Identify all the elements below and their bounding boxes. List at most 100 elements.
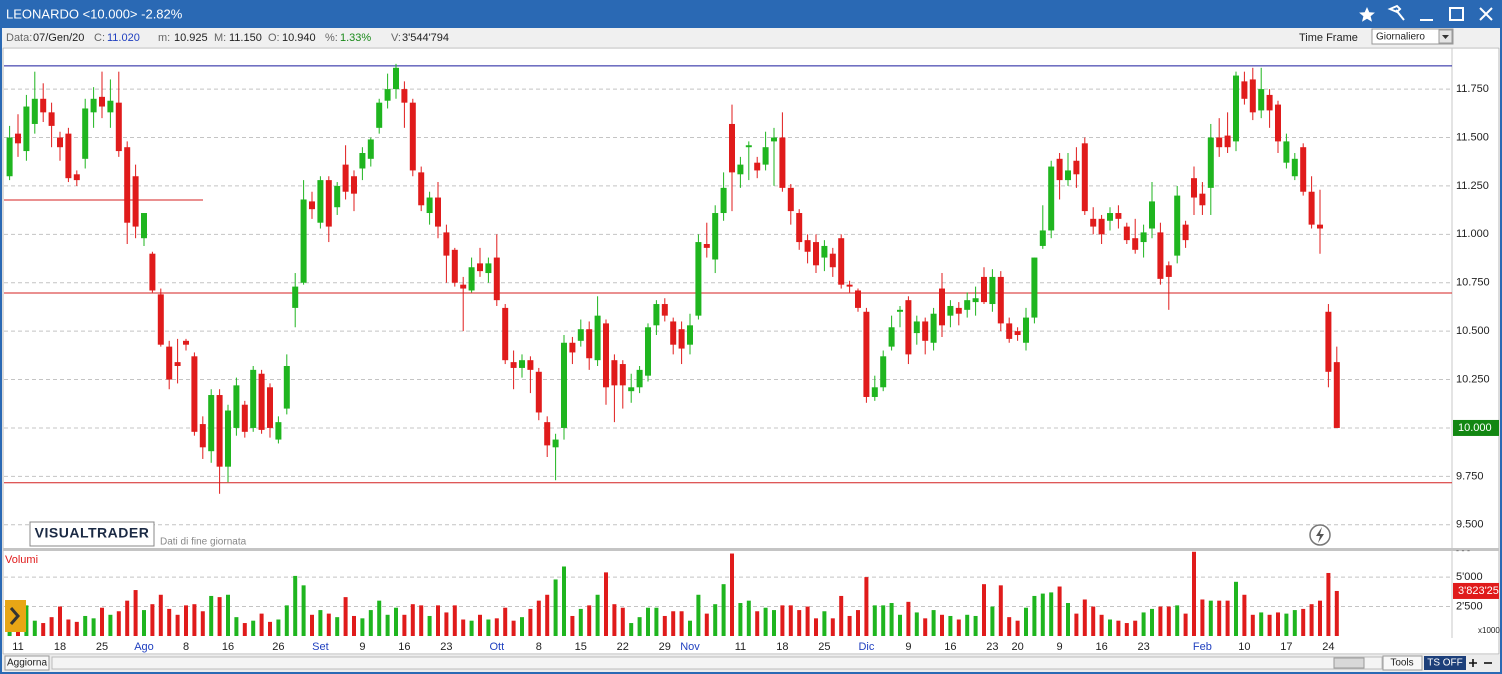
volume-bar (242, 623, 247, 636)
close-button[interactable] (1479, 7, 1493, 21)
candle-body (401, 89, 408, 103)
refresh-button[interactable] (4, 655, 50, 671)
volume-bar (41, 623, 46, 636)
volume-bar (1116, 620, 1121, 636)
volume-bar (620, 607, 625, 636)
volume-bar (1276, 612, 1280, 636)
candle-body (922, 321, 929, 341)
volume-bar (730, 553, 734, 636)
volume-bar (1183, 613, 1188, 636)
favorite-button[interactable] (1359, 7, 1375, 22)
candle-body (1174, 195, 1181, 256)
candle-body (1115, 213, 1122, 219)
x-tick-label: 8 (536, 641, 542, 653)
volume-bar (1141, 612, 1146, 636)
x-tick-label: 25 (818, 641, 830, 653)
volume-bar (1234, 581, 1238, 636)
last-value-box (1453, 582, 1499, 599)
candle-body (233, 385, 240, 428)
volume-bar (738, 603, 743, 636)
candle-body (737, 164, 744, 175)
lightning-icon (1316, 527, 1324, 543)
info-label: O: (268, 32, 280, 44)
zoom-in-button[interactable] (1469, 659, 1477, 667)
refresh-label: Aggiorna (7, 658, 47, 669)
candle-body (460, 284, 467, 289)
volume-bar (1200, 599, 1205, 636)
y-tick-label: 9.750 (1456, 470, 1484, 482)
info-value: 1.33% (340, 32, 371, 44)
volume-bar (74, 621, 79, 636)
volume-bar (1334, 590, 1339, 636)
candle-body (745, 145, 752, 148)
candle-body (267, 387, 273, 428)
x-tick-label: Nov (680, 641, 700, 653)
volume-bar (293, 575, 298, 636)
candle-body (216, 395, 223, 467)
candle-body (603, 323, 609, 388)
candle-body (376, 102, 383, 128)
volume-bar (251, 620, 256, 636)
candle-body (897, 309, 903, 312)
candle-body (1056, 158, 1063, 181)
ts-label: TS OFF (1427, 658, 1463, 669)
candle-body (871, 387, 878, 397)
volume-bar (184, 605, 188, 636)
volume-bar (377, 600, 382, 636)
maximize-button[interactable] (1449, 7, 1464, 21)
candle-body (561, 342, 567, 428)
candle-body (359, 153, 366, 169)
volume-bar (520, 617, 524, 636)
scroll-thumb[interactable] (1333, 657, 1365, 669)
volume-bar (1040, 593, 1045, 636)
volume-bar (58, 606, 62, 636)
candle-body (57, 137, 63, 148)
volume-bar (150, 604, 155, 636)
x-tick-label: 16 (398, 641, 410, 653)
candle-body (1031, 257, 1038, 318)
volume-bar (587, 605, 592, 636)
volume-bar (368, 610, 373, 636)
volume-bar (352, 615, 356, 636)
candle-body (90, 98, 97, 113)
volume-bar (629, 623, 634, 636)
volume-bar (108, 614, 113, 636)
candle-body (569, 342, 576, 353)
scrollbar[interactable] (51, 656, 1383, 670)
candle-body (544, 422, 551, 446)
volume-bar (688, 620, 692, 636)
candle-body (384, 89, 391, 101)
volume-bar (1099, 614, 1104, 636)
candle-body (1065, 170, 1071, 181)
volume-bar (646, 607, 650, 636)
y-tick-label: 2'500 (1456, 600, 1483, 612)
tools-toggle[interactable] (1382, 655, 1423, 671)
volume-bar (1250, 614, 1255, 636)
x-tick-label: 16 (222, 641, 234, 653)
candle-body (855, 290, 861, 308)
volume-bar (1309, 604, 1314, 636)
volume-bar (1192, 551, 1196, 636)
candle-body (82, 108, 89, 159)
volume-bar (973, 615, 978, 636)
side-panel-toggle[interactable] (5, 600, 26, 632)
volume-bar (1318, 600, 1322, 636)
window-title: LEONARDO <10.000> -2.82% (6, 6, 183, 21)
volume-bar (226, 594, 230, 636)
tools-button[interactable] (1387, 4, 1405, 21)
volume-bar (553, 579, 558, 636)
ts-toggle[interactable] (1424, 656, 1466, 670)
volume-bar (805, 606, 810, 636)
info-label: %: (325, 32, 338, 44)
volume-bar (1108, 619, 1112, 636)
candle-body (1182, 224, 1189, 241)
time-frame-select[interactable] (1371, 28, 1454, 45)
volume-bar (604, 572, 608, 636)
candle-body (527, 360, 534, 370)
volume-bar (982, 584, 986, 636)
volume-bar (998, 585, 1003, 636)
candle-body (981, 276, 987, 303)
volume-bar (1091, 606, 1096, 636)
info-label: Data: (6, 32, 32, 44)
candle-body (124, 147, 131, 223)
